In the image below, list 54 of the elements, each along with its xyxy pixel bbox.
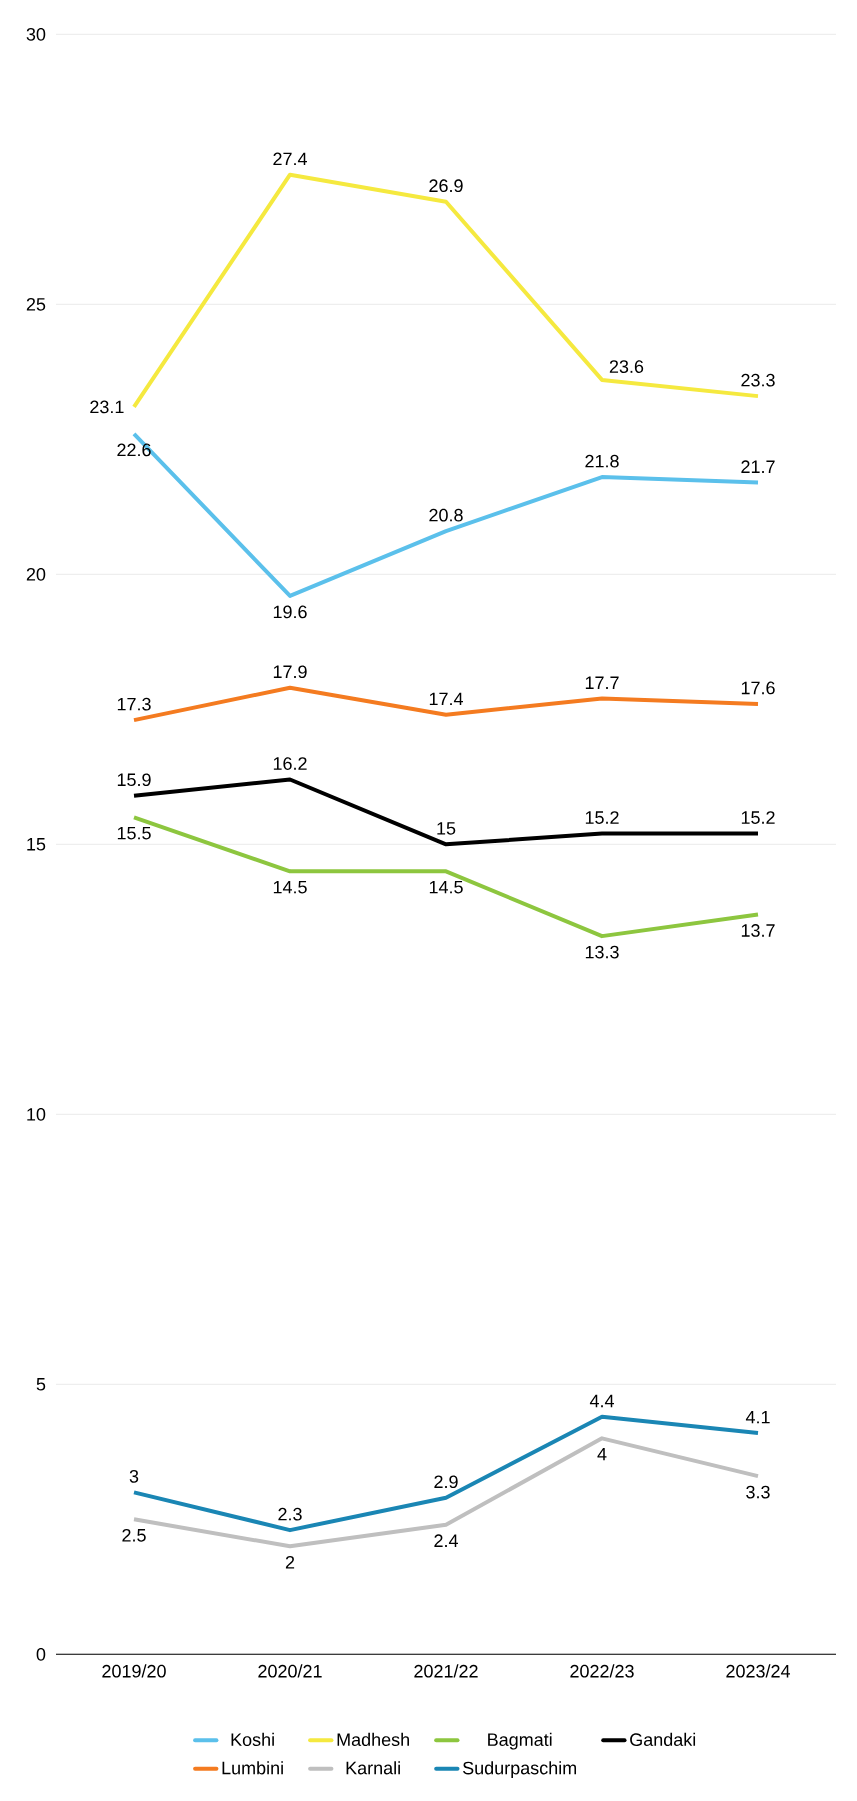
y-tick-label: 25 [26, 297, 46, 311]
data-label: 3 [129, 1469, 139, 1483]
y-tick-label: 5 [36, 1378, 46, 1391]
legend-label: Madhesh [337, 1732, 409, 1747]
data-label: 2.3 [278, 1507, 302, 1521]
data-label: 23.6 [609, 360, 644, 373]
data-label: 23.1 [90, 400, 124, 414]
data-label: 19.6 [273, 605, 307, 619]
data-label: 14.5 [429, 880, 463, 894]
data-label: 15.9 [117, 773, 151, 787]
legend-label: Sudurpaschim [462, 1761, 576, 1778]
data-label: 4.1 [745, 1410, 770, 1424]
y-tick-label: 20 [26, 567, 46, 581]
data-label: 2.5 [122, 1528, 146, 1542]
data-label: 21.8 [585, 454, 619, 468]
legend-label: Koshi [231, 1732, 274, 1747]
data-label: 17.7 [585, 676, 619, 689]
data-label: 2.9 [434, 1475, 458, 1489]
data-label: 2.4 [434, 1534, 458, 1547]
legend-label: Bagmati [488, 1732, 552, 1750]
data-label: 20.8 [429, 508, 463, 522]
legend-label: Karnali [346, 1761, 400, 1775]
y-tick-label: 10 [27, 1107, 46, 1121]
data-label: 15 [437, 822, 456, 835]
x-tick-label: 2021/22 [414, 1664, 478, 1678]
data-label: 4 [597, 1447, 607, 1461]
y-tick-label: 0 [36, 1647, 46, 1661]
legend-label: Lumbini [222, 1761, 283, 1775]
data-label: 4.4 [589, 1394, 614, 1408]
legend-label: Gandaki [630, 1732, 696, 1747]
data-label: 23.3 [741, 373, 775, 387]
x-tick-label: 2019/20 [102, 1664, 166, 1678]
y-tick-label: 15 [27, 838, 46, 851]
data-label: 17.9 [273, 665, 307, 679]
data-label: 21.7 [741, 460, 775, 473]
data-label: 3.3 [746, 1485, 770, 1499]
x-tick-label: 2020/21 [258, 1664, 322, 1678]
data-label: 2 [285, 1555, 295, 1569]
data-label: 13.3 [585, 945, 619, 959]
data-label: 17.4 [429, 692, 463, 706]
data-label: 14.5 [273, 880, 307, 894]
data-label: 17.6 [741, 681, 775, 695]
data-label: 22.6 [117, 443, 151, 457]
data-label: 15.5 [117, 826, 151, 840]
data-label: 17.3 [117, 697, 151, 711]
data-label: 16.2 [273, 757, 307, 770]
data-label: 15.2 [585, 811, 619, 824]
data-label: 13.7 [741, 924, 775, 937]
y-tick-label: 30 [26, 27, 46, 41]
data-label: 15.2 [741, 811, 775, 824]
data-label: 27.4 [273, 152, 307, 166]
data-label: 26.9 [429, 179, 463, 193]
x-tick-label: 2023/24 [726, 1664, 791, 1678]
x-tick-label: 2022/23 [570, 1664, 634, 1678]
